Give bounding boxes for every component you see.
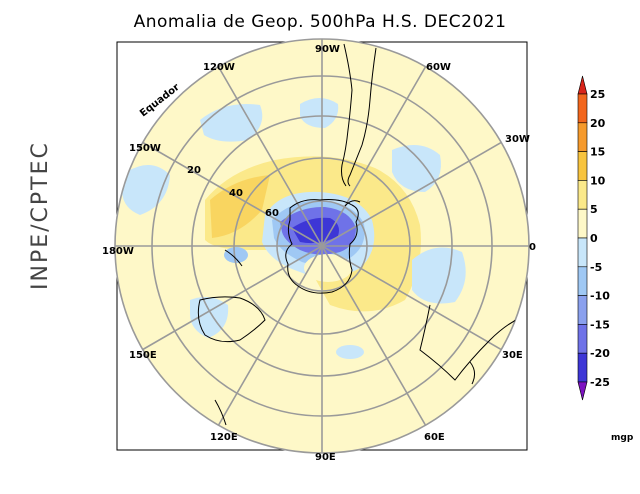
colorbar-swatch xyxy=(577,324,588,354)
colorbar-tick-label: 5 xyxy=(590,203,598,216)
africa-coast xyxy=(419,304,521,381)
lon-label-150w: 150W xyxy=(129,143,161,154)
lon-label-120e: 120E xyxy=(210,432,238,443)
neg-patch-30w xyxy=(392,145,441,192)
colorbar-swatch xyxy=(577,151,588,181)
lon-label-60e: 60E xyxy=(424,432,445,443)
lon-label-0: 0 xyxy=(529,242,536,253)
colorbar-tick-label: -20 xyxy=(590,347,610,360)
colorbar-tick-label: 15 xyxy=(590,146,605,159)
colorbar-swatch xyxy=(577,266,588,296)
colorbar-swatch xyxy=(577,122,588,152)
lon-label-150e: 150E xyxy=(129,350,157,361)
colorbar-swatch xyxy=(577,295,588,325)
colorbar: 25 20 15 10 5 0 -5 -10 -15 -20 -25 mgp xyxy=(577,75,634,443)
anomaly-hole xyxy=(304,254,352,282)
lat-label-20: 20 xyxy=(187,165,201,176)
lon-label-180w: 180W xyxy=(102,246,134,257)
colorbar-unit: mgp xyxy=(611,433,634,443)
neg-patch-90w xyxy=(300,98,339,128)
madagascar xyxy=(469,361,476,385)
neg-patch-30e xyxy=(412,247,466,304)
neg-patch-150e xyxy=(190,296,229,338)
colorbar-swatches xyxy=(577,75,588,401)
lon-label-60w: 60W xyxy=(426,62,451,73)
colorbar-tick-label: 10 xyxy=(590,174,606,187)
lat-label-60: 60 xyxy=(265,208,279,219)
south-america-coast xyxy=(341,43,353,187)
colorbar-tick-label: -25 xyxy=(590,376,610,389)
colorbar-swatch xyxy=(577,237,588,268)
lon-label-30e: 30E xyxy=(502,350,523,361)
colorbar-swatch xyxy=(577,93,588,124)
coastlines xyxy=(197,43,521,426)
south-america-east-coast xyxy=(347,47,377,187)
new-zealand xyxy=(224,249,243,267)
colorbar-swatch xyxy=(577,180,588,210)
colorbar-swatch xyxy=(577,352,588,383)
colorbar-swatch xyxy=(577,208,588,239)
australia-coast xyxy=(197,296,266,343)
antarctic-peninsula xyxy=(344,200,361,207)
indonesia-coast xyxy=(214,399,227,426)
colorbar-swatch xyxy=(577,75,588,95)
colorbar-tick-label: 25 xyxy=(590,88,605,101)
colorbar-tick-label: -15 xyxy=(590,318,610,331)
colorbar-tick-label: -5 xyxy=(590,261,602,274)
neg-patch-90e xyxy=(336,345,364,359)
colorbar-tick-label: 0 xyxy=(590,232,598,245)
lon-label-120w: 120W xyxy=(203,62,235,73)
colorbar-labels: 25 20 15 10 5 0 -5 -10 -15 -20 -25 xyxy=(590,88,610,389)
neg-patch-180 xyxy=(224,247,248,263)
lon-label-30w: 30W xyxy=(505,134,530,145)
colorbar-tick-label: -10 xyxy=(590,290,610,303)
map-title: Anomalia de Geop. 500hPa H.S. DEC2021 xyxy=(133,12,507,32)
lon-label-90e: 90E xyxy=(315,452,336,463)
lon-label-90w: 90W xyxy=(315,44,340,55)
graticule xyxy=(114,38,530,454)
lat-label-40: 40 xyxy=(229,188,243,199)
colorbar-swatch xyxy=(577,381,588,401)
antarctica-coast xyxy=(285,199,359,294)
colorbar-tick-label: 20 xyxy=(590,117,606,130)
